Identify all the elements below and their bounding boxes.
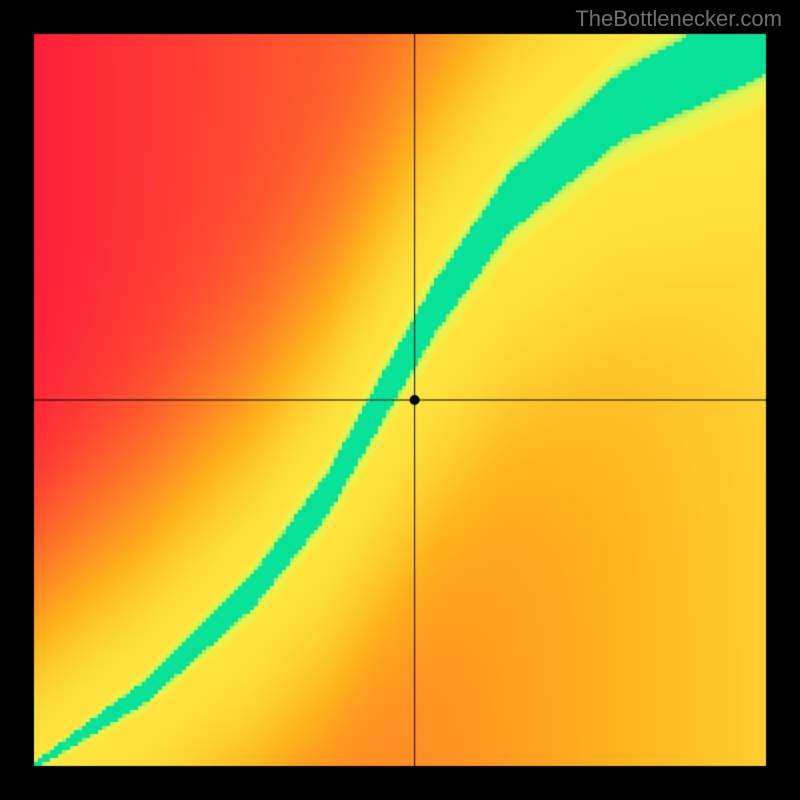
heatmap-canvas — [0, 0, 800, 800]
watermark-text: TheBottlenecker.com — [575, 6, 782, 32]
bottleneck-heatmap-container: TheBottlenecker.com — [0, 0, 800, 800]
